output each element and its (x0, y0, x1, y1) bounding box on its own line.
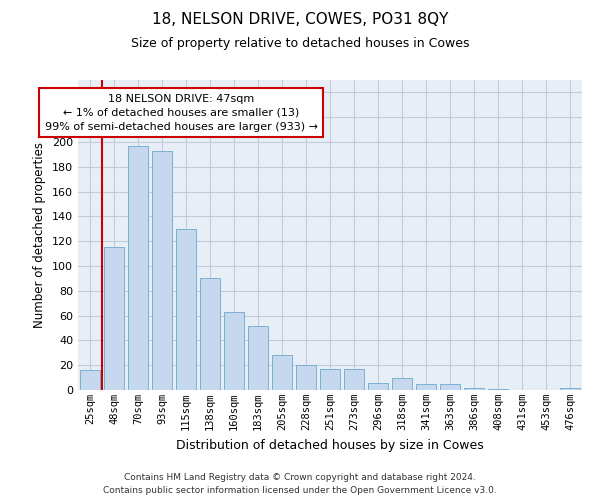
Text: 18 NELSON DRIVE: 47sqm
← 1% of detached houses are smaller (13)
99% of semi-deta: 18 NELSON DRIVE: 47sqm ← 1% of detached … (44, 94, 318, 132)
Bar (200, 278, 220, 390)
Text: Contains HM Land Registry data © Crown copyright and database right 2024.
Contai: Contains HM Land Registry data © Crown c… (103, 473, 497, 495)
Bar (296, 365, 316, 390)
Bar (416, 384, 436, 390)
Bar (224, 312, 244, 390)
Bar (344, 369, 364, 390)
Bar (152, 150, 172, 390)
Bar (128, 146, 148, 390)
Text: 18, NELSON DRIVE, COWES, PO31 8QY: 18, NELSON DRIVE, COWES, PO31 8QY (152, 12, 448, 28)
Bar (464, 388, 484, 390)
Bar (272, 356, 292, 390)
Bar (368, 382, 388, 390)
Y-axis label: Number of detached properties: Number of detached properties (34, 142, 46, 328)
Bar (176, 229, 196, 390)
Bar (488, 389, 508, 390)
Bar (80, 370, 100, 390)
Bar (104, 248, 124, 390)
Bar (320, 369, 340, 390)
Bar (248, 326, 268, 390)
X-axis label: Distribution of detached houses by size in Cowes: Distribution of detached houses by size … (176, 438, 484, 452)
Bar (392, 378, 412, 390)
Text: Size of property relative to detached houses in Cowes: Size of property relative to detached ho… (131, 38, 469, 51)
Bar (440, 384, 460, 390)
Bar (560, 388, 580, 390)
